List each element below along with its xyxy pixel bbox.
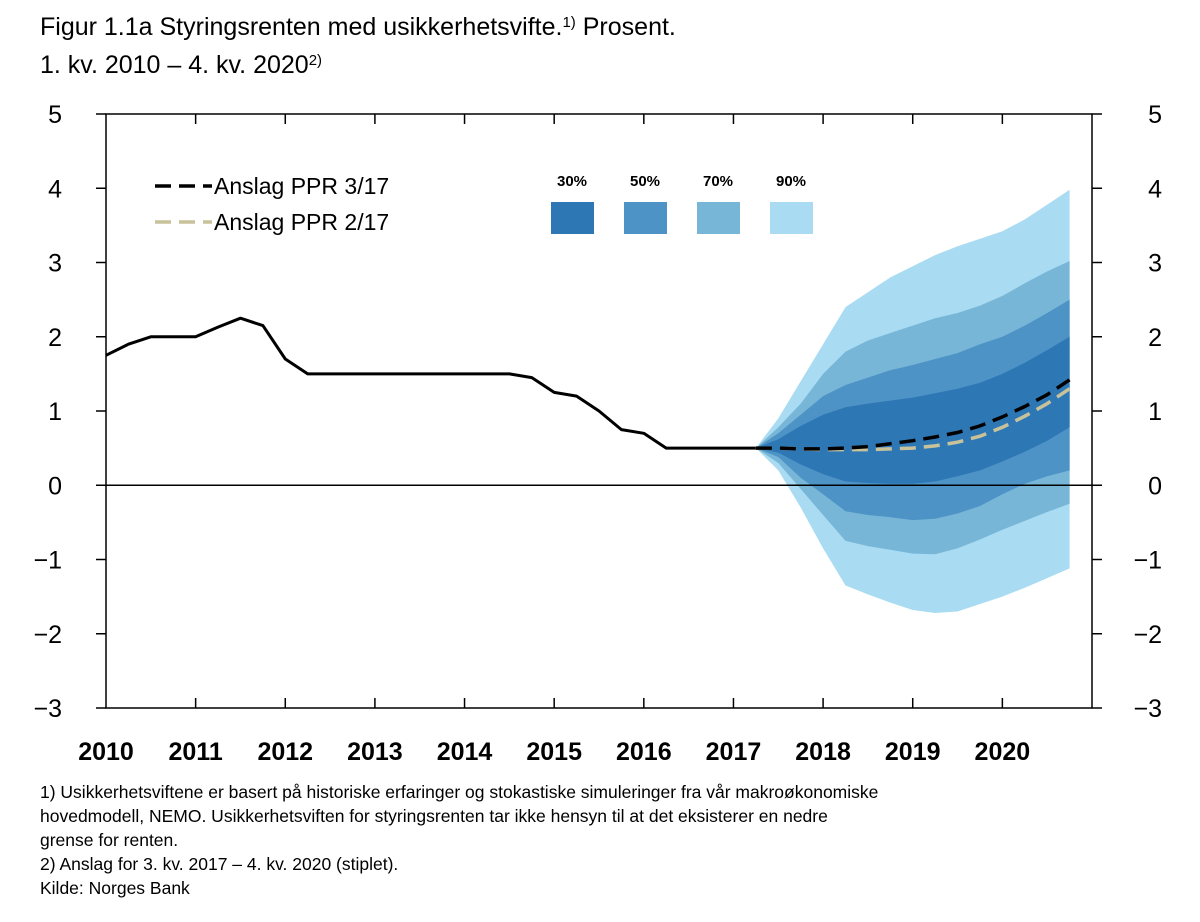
y-tick-label-right: 1 <box>1148 398 1162 426</box>
footnote-line: 2) Anslag for 3. kv. 2017 – 4. kv. 2020 … <box>40 854 399 874</box>
x-tick-label: 2013 <box>347 738 403 766</box>
footnote-line: 1) Usikkerhetsviftene er basert på histo… <box>40 782 879 802</box>
y-tick-label-right: 0 <box>1148 472 1162 500</box>
x-tick-label: 2019 <box>885 738 941 766</box>
x-tick-label: 2015 <box>526 738 582 766</box>
y-tick-label-right: 2 <box>1148 324 1162 352</box>
legend-fan-swatch-30 <box>551 202 594 234</box>
x-tick-label: 2018 <box>795 738 851 766</box>
y-tick-label-left: −2 <box>33 621 62 649</box>
y-tick-label-right: −3 <box>1133 695 1162 723</box>
chart-subtitle-text: 1. kv. 2010 – 4. kv. 2020 <box>40 51 309 79</box>
y-tick-label-left: −3 <box>33 695 62 723</box>
y-tick-label-left: 0 <box>48 472 62 500</box>
chart-title-text: Figur 1.1a Styringsrenten med usikkerhet… <box>40 13 563 41</box>
y-tick-label-left: 4 <box>48 175 62 203</box>
x-tick-label: 2016 <box>616 738 672 766</box>
footnote-line: hovedmodell, NEMO. Usikkerhetsviften for… <box>40 806 828 826</box>
y-tick-label-left: 1 <box>48 398 62 426</box>
y-tick-label-left: 5 <box>48 101 62 129</box>
x-tick-label: 2014 <box>437 738 493 766</box>
y-tick-label-right: 5 <box>1148 101 1162 129</box>
source-line: Kilde: Norges Bank <box>40 878 190 898</box>
x-tick-label: 2010 <box>78 738 134 766</box>
chart-title-suffix: Prosent. <box>575 13 676 41</box>
chart-title: Figur 1.1a Styringsrenten med usikkerhet… <box>40 12 676 42</box>
y-tick-label-right: 3 <box>1148 250 1162 278</box>
legend-fan-swatch-90 <box>770 202 813 234</box>
legend-fan-swatch-50 <box>624 202 667 234</box>
x-tick-label: 2011 <box>169 738 223 766</box>
x-tick-label: 2017 <box>706 738 762 766</box>
legend-fan-swatch-70 <box>697 202 740 234</box>
legend-fan-label-30: 30% <box>557 173 587 190</box>
y-tick-label-left: 3 <box>48 250 62 278</box>
legend-fan-label-70: 70% <box>703 173 733 190</box>
y-tick-label-right: −1 <box>1133 547 1162 575</box>
y-tick-label-left: 2 <box>48 324 62 352</box>
y-tick-label-right: −2 <box>1133 621 1162 649</box>
footnotes: 1) Usikkerhetsviftene er basert på histo… <box>40 780 1180 900</box>
chart-subtitle-footnote-ref: 2) <box>308 52 323 69</box>
forecast-line-ppr-3-17 <box>755 378 1071 451</box>
x-tick-label: 2012 <box>257 738 313 766</box>
footnote-line: grense for renten. <box>40 830 179 850</box>
historical-rate-line <box>105 316 756 450</box>
y-tick-label-left: −1 <box>33 547 62 575</box>
chart-title-footnote-ref: 1) <box>562 14 576 31</box>
legend-fan-label-90: 90% <box>776 173 806 190</box>
legend-ppr-3-17-label: Anslag PPR 3/17 <box>214 173 389 199</box>
fan-chart: 5 5 4 4 3 3 2 2 1 1 0 0 −1 −1 −2 −2 −3 −3 2010 2011 2012 2013… <box>33 101 1162 766</box>
chart-subtitle: 1. kv. 2010 – 4. kv. 20202) <box>40 50 322 80</box>
y-tick-label-right: 4 <box>1148 175 1162 203</box>
legend-fan-label-50: 50% <box>630 173 660 190</box>
x-tick-label: 2020 <box>975 738 1031 766</box>
legend-ppr-2-17-label: Anslag PPR 2/17 <box>214 209 389 235</box>
